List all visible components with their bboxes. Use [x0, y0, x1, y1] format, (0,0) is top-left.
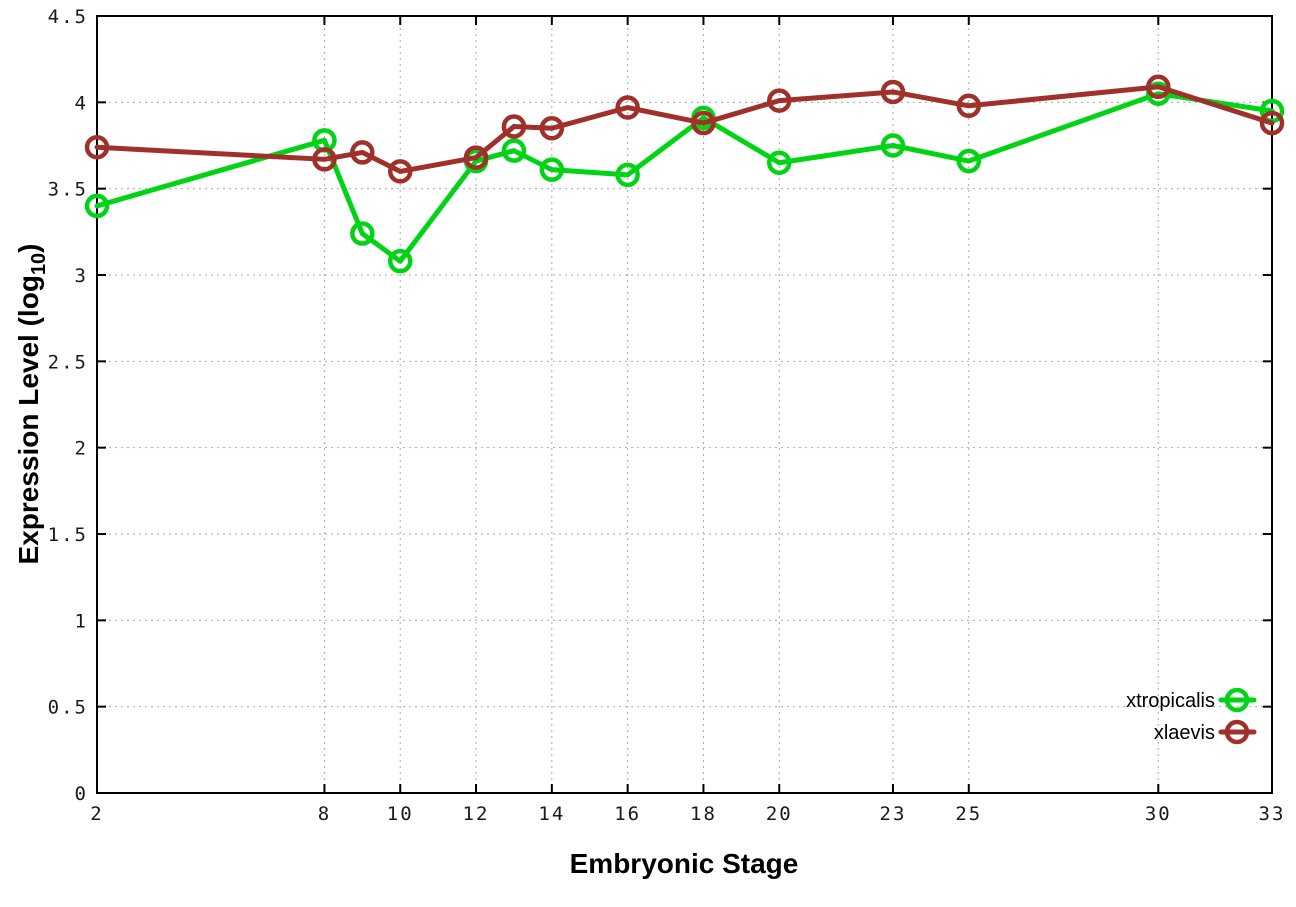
gridlines — [97, 16, 1272, 793]
tick-labels: 2 8 10 12 14 16 18 20 23 25 30 33 0 0.5 1 1.5 2 2.5 3 3.5 4 4… — [48, 6, 1286, 825]
y-tick-label: 4.5 — [48, 6, 88, 28]
y-tick-label: 2 — [75, 438, 88, 460]
x-axis-title: Embryonic Stage — [570, 848, 799, 879]
data-point-xtropicalis — [350, 221, 375, 246]
x-tick-label: 23 — [880, 803, 907, 825]
legend-samples — [1218, 687, 1257, 745]
y-tick-label: 3 — [75, 265, 88, 287]
data-point-xtropicalis — [956, 148, 982, 174]
data-point-xlaevis — [463, 145, 489, 170]
y-tick-label: 0 — [75, 783, 88, 805]
x-tick-label: 33 — [1259, 803, 1286, 825]
data-point-xtropicalis — [880, 133, 906, 158]
axes-frame — [96, 15, 1273, 794]
data-point-xlaevis — [880, 79, 906, 105]
x-tick-label: 10 — [387, 803, 414, 825]
y-axis-title-subscript: 10 — [28, 253, 50, 275]
x-tick-label: 16 — [614, 803, 641, 825]
data-point-xtropicalis — [539, 157, 565, 182]
legend-marker-xtropicalis — [1224, 687, 1250, 713]
axis-ticks — [96, 15, 1273, 794]
x-tick-label: 18 — [690, 803, 717, 825]
y-tick-label: 1 — [75, 610, 88, 632]
y-tick-label: 2.5 — [48, 351, 88, 373]
y-tick-label: 3.5 — [48, 179, 88, 201]
series-line-xlaevis — [94, 84, 1275, 174]
data-point-xlaevis — [615, 95, 640, 120]
data-point-xlaevis — [387, 159, 413, 184]
y-tick-label: 4 — [75, 92, 88, 114]
x-tick-label: 2 — [90, 803, 103, 825]
data-point-xlaevis — [312, 147, 337, 172]
x-tick-label: 25 — [955, 803, 982, 825]
y-axis-title-main: Expression Level (log — [13, 275, 44, 564]
data-point-xlaevis — [691, 110, 716, 136]
data-point-xlaevis — [1259, 110, 1285, 136]
y-tick-label: 0.5 — [48, 697, 88, 719]
x-tick-label: 30 — [1145, 803, 1172, 825]
data-point-xlaevis — [767, 88, 792, 113]
data-point-xtropicalis — [615, 162, 640, 188]
data-point-xlaevis — [501, 114, 527, 139]
data-point-xtropicalis — [84, 193, 110, 219]
data-point-xtropicalis — [767, 150, 792, 176]
data-series — [84, 74, 1285, 274]
data-point-xtropicalis — [501, 138, 527, 163]
x-tick-label: 12 — [463, 803, 490, 825]
data-point-xtropicalis — [387, 248, 413, 274]
plot-border — [96, 15, 1273, 794]
data-point-xlaevis — [539, 115, 565, 141]
data-point-xlaevis — [350, 140, 375, 165]
y-tick-label: 1.5 — [48, 524, 88, 546]
data-point-xlaevis — [956, 93, 982, 119]
y-axis-title-close: ) — [13, 244, 44, 253]
x-tick-label: 14 — [538, 803, 565, 825]
legend-entry-xlaevis: xlaevis — [1154, 722, 1215, 744]
x-tick-label: 8 — [318, 803, 331, 825]
x-tick-label: 20 — [766, 803, 793, 825]
y-axis-title: Expression Level (log10) — [13, 244, 50, 565]
legend-marker-xlaevis — [1224, 719, 1250, 745]
data-point-xlaevis — [84, 134, 110, 160]
data-point-xlaevis — [1146, 74, 1171, 100]
legend-entry-xtropicalis: xtropicalis — [1126, 690, 1215, 712]
